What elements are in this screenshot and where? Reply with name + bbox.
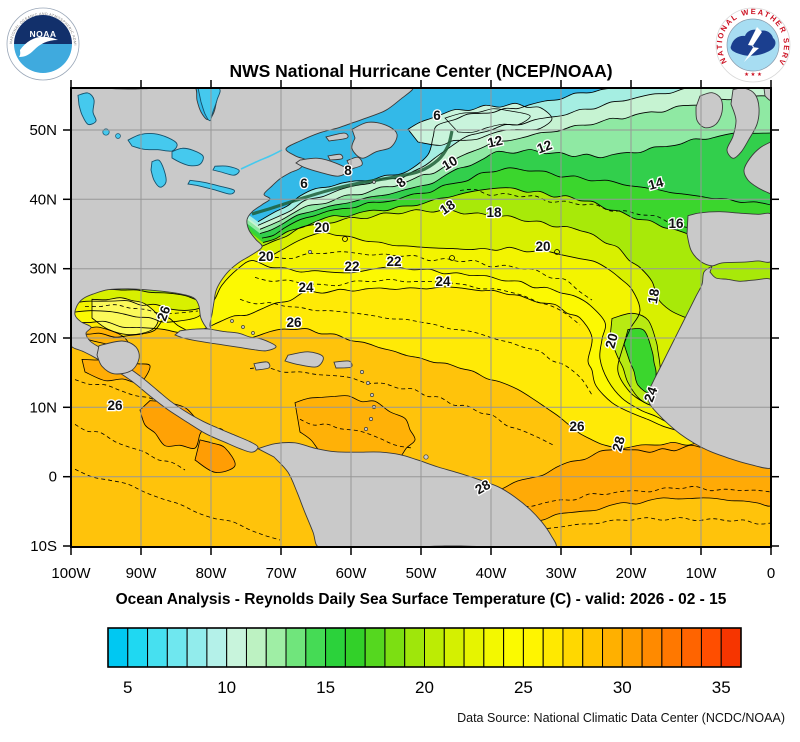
- y-tick-label: 30N: [29, 261, 57, 278]
- noaa-seagull-icon: [19, 36, 58, 57]
- colorbar-cell: [463, 627, 485, 668]
- x-tick-label: 60W: [336, 565, 368, 582]
- colorbar-cell: [483, 627, 505, 668]
- contour-label: 24: [641, 384, 660, 404]
- y-tick-label: 20N: [29, 330, 57, 347]
- colorbar-cell: [344, 627, 366, 668]
- latitude-tick-labels: 50N 40N 30N 20N 10N 0 10S: [29, 122, 57, 555]
- x-tick-label: 100W: [51, 565, 91, 582]
- contour-label: 26: [286, 315, 302, 330]
- colorbar-cell: [700, 627, 722, 668]
- colorbar-cell: [186, 627, 208, 668]
- contour-label: 26: [107, 398, 123, 413]
- x-tick-label: 0: [767, 565, 775, 582]
- colorbar-tick-label: 5: [123, 678, 132, 697]
- contour-label: 12: [535, 137, 554, 156]
- colorbar-tick-label: 20: [415, 678, 434, 697]
- colorbar-cell: [285, 627, 307, 668]
- temperature-colorbar: 5 10 15 20 25 30 35: [107, 627, 742, 697]
- noaa-wordmark: NOAA: [29, 29, 56, 39]
- x-tick-label: 30W: [546, 565, 578, 582]
- y-tick-label: 10N: [29, 399, 57, 416]
- x-tick-label: 90W: [126, 565, 158, 582]
- y-tick-label: 10S: [30, 538, 57, 555]
- contour-label: 24: [435, 274, 451, 289]
- nws-lightning-icon: [744, 27, 762, 62]
- x-tick-label: 80W: [196, 565, 228, 582]
- x-tick-label: 50W: [406, 565, 438, 582]
- x-tick-label: 10W: [686, 565, 718, 582]
- colorbar-cell: [503, 627, 524, 668]
- x-tick-label: 20W: [616, 565, 648, 582]
- nws-stars: ★ ★ ★: [744, 71, 762, 78]
- contour-label: 20: [258, 249, 273, 264]
- contour-label: 14: [647, 174, 666, 193]
- colorbar-cell: [127, 627, 149, 668]
- contour-label: 24: [298, 280, 314, 295]
- contour-label: 20: [602, 332, 620, 350]
- colorbar-cell: [384, 627, 406, 668]
- data-source-note: Data Source: National Climatic Data Cent…: [457, 711, 785, 725]
- colorbar-tick-label: 15: [316, 678, 335, 697]
- colorbar-cell: [661, 627, 683, 668]
- contour-label: 8: [344, 163, 352, 178]
- contour-label: 6: [300, 176, 308, 191]
- contour-label: 22: [386, 254, 401, 269]
- colorbar-cell: [562, 627, 584, 668]
- x-tick-label: 40W: [476, 565, 508, 582]
- nws-ring-text: NATIONAL WEATHER SERVICE: [0, 0, 791, 68]
- colorbar-cell: [325, 627, 346, 668]
- colorbar-cell: [226, 627, 247, 668]
- colorbar-cell: [542, 627, 564, 668]
- colorbar-cell: [166, 627, 188, 668]
- contour-label: 22: [344, 259, 359, 274]
- colorbar-cell: [147, 627, 168, 668]
- page-title: NWS National Hurricane Center (NCEP/NOAA…: [229, 61, 612, 81]
- noaa-logo: NATIONAL OCEANIC AND ATMOSPHERIC ADMINIS…: [0, 0, 80, 81]
- contour-label: 18: [645, 287, 662, 305]
- latlon-gridlines: [71, 88, 771, 547]
- colorbar-cell: [641, 627, 663, 668]
- colorbar-cell: [107, 627, 129, 668]
- colorbar-tick-label: 25: [514, 678, 533, 697]
- contour-label: 12: [486, 133, 504, 151]
- contour-label: 18: [486, 205, 502, 220]
- colorbar-cell: [265, 627, 287, 668]
- y-tick-label: 0: [49, 469, 57, 486]
- colorbar-tick-label: 35: [712, 678, 731, 697]
- colorbar-tick-label: 10: [217, 678, 236, 697]
- noaa-emblem-top: [14, 15, 72, 45]
- sst-contour-lines: [71, 88, 771, 547]
- colorbar-cell: [443, 627, 465, 668]
- x-tick-label: 70W: [266, 565, 298, 582]
- map-subtitle: Ocean Analysis - Reynolds Daily Sea Surf…: [116, 591, 727, 608]
- colorbar-cell: [681, 627, 702, 668]
- contour-label: 28: [609, 434, 628, 453]
- colorbar-cell: [404, 627, 425, 668]
- y-tick-label: 50N: [29, 122, 57, 139]
- colorbar-cell: [245, 627, 267, 668]
- contour-label: 6: [433, 108, 441, 123]
- colorbar-tick-label: 30: [613, 678, 632, 697]
- longitude-tick-labels: 100W 90W 80W 70W 60W 50W 40W 30W 20W 10W 0: [51, 565, 775, 582]
- colorbar-cell: [720, 627, 742, 668]
- y-tick-label: 40N: [29, 191, 57, 208]
- colorbar-cell: [364, 627, 386, 668]
- colorbar-cell: [621, 627, 643, 668]
- contour-label: 26: [154, 303, 173, 323]
- contour-label: 20: [314, 220, 329, 235]
- axis-ticks: [63, 80, 779, 555]
- contour-label: 26: [569, 419, 585, 434]
- colorbar-cell: [602, 627, 623, 668]
- colorbar-cell: [206, 627, 228, 668]
- contour-label: 16: [668, 216, 684, 231]
- colorbar-cell: [424, 627, 445, 668]
- colorbar-cell: [522, 627, 544, 668]
- colorbar-cell: [582, 627, 604, 668]
- colorbar-cell: [305, 627, 327, 668]
- contour-label: 20: [535, 239, 550, 254]
